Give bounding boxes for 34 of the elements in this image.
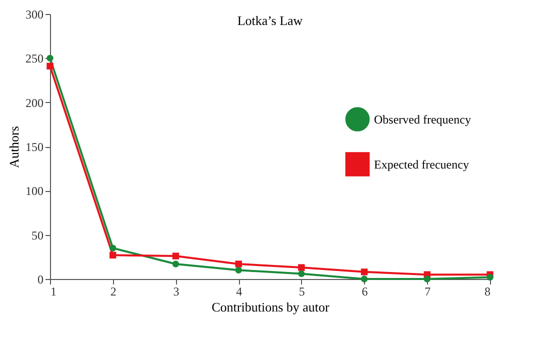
legend-label: Expected frecuency: [374, 157, 469, 172]
y-tick-label: 200: [26, 96, 44, 110]
y-tick-label: 250: [26, 52, 44, 66]
point: [360, 276, 368, 282]
point: [172, 260, 180, 268]
x-tick-label: 5: [298, 284, 305, 298]
x-tick-label: 8: [484, 284, 490, 298]
point: [360, 268, 368, 276]
x-tick-label: 2: [110, 284, 116, 298]
point: [298, 264, 305, 271]
point: [235, 260, 242, 268]
x-axis-title: Contributions by autor: [212, 300, 330, 314]
x-tick-label: 6: [362, 284, 368, 298]
y-tick-label: 300: [26, 8, 44, 22]
point: [46, 62, 54, 70]
x-tick-label: 4: [236, 284, 242, 298]
point: [110, 252, 116, 259]
point: [486, 274, 494, 281]
chart-title: Lotka’s Law: [237, 13, 304, 28]
y-tick-label: 150: [26, 140, 44, 154]
y-tick-label: 0: [38, 272, 44, 286]
point: [298, 270, 305, 278]
x-tick-label: 1: [50, 284, 56, 298]
y-axis-title: Authors: [6, 126, 22, 168]
point: [172, 252, 180, 260]
y-tick-label: 50: [32, 228, 44, 242]
x-tick-label: 3: [173, 284, 180, 298]
y-tick-label: 100: [26, 184, 44, 198]
point: [110, 244, 116, 252]
point: [235, 266, 242, 274]
point: [424, 276, 430, 282]
legend-label: Observed frequency: [374, 112, 471, 126]
x-tick-label: 7: [424, 284, 431, 298]
point: [46, 54, 54, 62]
